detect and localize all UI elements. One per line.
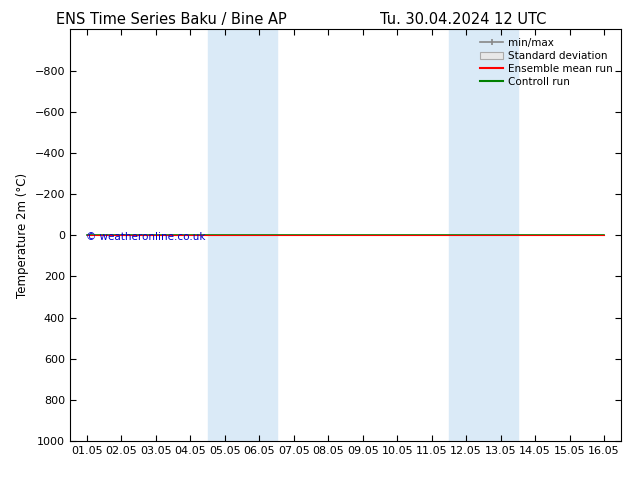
Text: Tu. 30.04.2024 12 UTC: Tu. 30.04.2024 12 UTC (380, 12, 546, 27)
Text: © weatheronline.co.uk: © weatheronline.co.uk (86, 232, 206, 242)
Bar (207, 29, 276, 441)
Bar (449, 29, 518, 441)
Legend: min/max, Standard deviation, Ensemble mean run, Controll run: min/max, Standard deviation, Ensemble me… (477, 35, 616, 90)
Y-axis label: Temperature 2m (°C): Temperature 2m (°C) (16, 172, 29, 298)
Text: ENS Time Series Baku / Bine AP: ENS Time Series Baku / Bine AP (56, 12, 287, 27)
